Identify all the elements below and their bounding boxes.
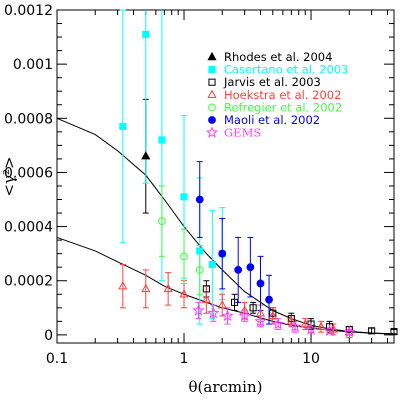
plot-border: [56, 9, 395, 344]
data-point: [289, 320, 302, 332]
data-point: [163, 283, 173, 293]
data-point: [271, 317, 285, 330]
data-point: [268, 310, 278, 320]
data-point: [246, 263, 255, 272]
x-tick-label: 0.1: [46, 351, 68, 367]
data-point: [300, 318, 310, 328]
data-point: [179, 289, 189, 298]
legend-marker: [207, 51, 217, 61]
data-point: [286, 316, 296, 325]
data-point: [238, 309, 251, 322]
plot-frame: [56, 9, 395, 344]
data-point: [217, 299, 227, 309]
data-point: [323, 324, 336, 337]
data-point: [390, 328, 398, 336]
data-point: [231, 298, 239, 306]
data-point: [207, 306, 220, 319]
data-point: [256, 279, 265, 288]
data-point: [192, 304, 205, 316]
y-tick-label: 0.0008: [4, 111, 53, 127]
data-point: [201, 294, 211, 303]
data-point: [234, 266, 243, 274]
y-tick-label: 0: [44, 328, 53, 344]
data-point: [195, 195, 204, 204]
x-tick-label: 1: [180, 351, 189, 367]
data-point: [304, 322, 318, 335]
x-axis-label: θ(arcmin): [189, 378, 263, 396]
data-point: [287, 315, 295, 323]
y-tick-label: 0.0002: [4, 274, 53, 290]
data-point: [195, 266, 204, 274]
data-point: [202, 285, 210, 293]
data-point: [141, 151, 151, 160]
data-point: [254, 314, 267, 327]
data-point: [142, 30, 150, 38]
data-point: [316, 321, 326, 330]
legend-label: Casertano et al. 2003: [224, 63, 348, 77]
legend-label: GEMS: [224, 126, 261, 140]
data-point: [119, 122, 127, 130]
data-point: [196, 247, 204, 255]
y-axis-label: <γ²>: [0, 156, 18, 196]
data-point: [249, 304, 257, 312]
legend-marker: [208, 116, 216, 124]
data-point: [180, 193, 188, 201]
data-point: [265, 295, 273, 304]
data-point: [158, 217, 166, 226]
data-point: [180, 252, 188, 261]
data-point: [240, 305, 250, 314]
y-tick-label: 0.001: [13, 57, 53, 73]
data-point: [221, 309, 234, 322]
legend-label: Refregier et al. 2002: [224, 100, 342, 114]
model-curve: [56, 117, 395, 335]
model-curves: [56, 117, 395, 335]
data-point: [158, 136, 166, 144]
y-tick-label: 0.0006: [4, 165, 53, 181]
legend-marker: [205, 126, 219, 138]
legend-label: Hoekstra et al. 2002: [224, 88, 341, 102]
data-point: [118, 281, 128, 290]
tick-labels: 0.1 1 10 0 0.0002 0.0004 0.0006 0.0008 0.001 0.00…: [4, 3, 320, 367]
legend-marker: [208, 66, 216, 74]
legend-label: Maoli et al. 2002: [224, 113, 320, 127]
legend-label: Jarvis et al. 2003: [223, 75, 321, 89]
legend-marker: [208, 78, 216, 86]
legend-marker: [207, 89, 217, 99]
data-point: [208, 260, 216, 269]
data-markers: [118, 30, 398, 338]
y-tick-label: 0.0004: [4, 220, 53, 236]
legend-marker: [208, 103, 216, 112]
y-tick-label: 0.0012: [4, 3, 53, 19]
data-point: [269, 309, 277, 317]
x-tick-label: 10: [302, 351, 320, 367]
data-point: [141, 283, 151, 293]
data-point: [218, 249, 227, 258]
data-point: [368, 327, 376, 335]
legend-label: Rhodes et al. 2004: [224, 50, 332, 64]
data-point: [343, 325, 356, 338]
